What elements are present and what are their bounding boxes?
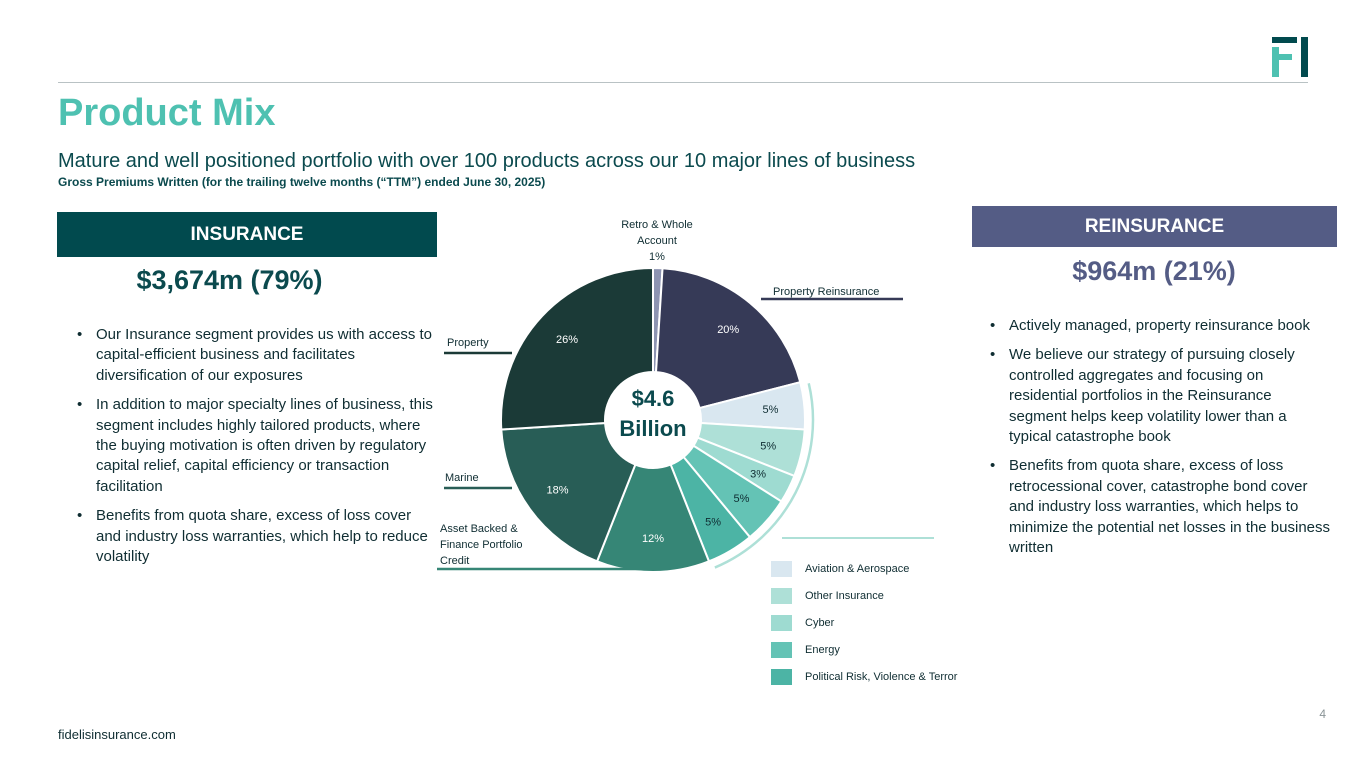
page-title: Product Mix bbox=[58, 92, 276, 134]
insurance-amount: $3,674m (79%) bbox=[136, 265, 323, 295]
legend-label: Energy bbox=[805, 643, 840, 656]
legend-item-energy: Energy bbox=[771, 636, 957, 663]
slice-property-reinsurance bbox=[654, 267, 802, 410]
center-label-amount: $4.6 bbox=[632, 386, 675, 411]
legend-label: Aviation & Aerospace bbox=[805, 562, 910, 575]
center-label-unit: Billion bbox=[619, 416, 686, 441]
legend-swatch bbox=[771, 587, 792, 604]
slice-value-label: 20% bbox=[717, 324, 739, 336]
reinsurance-banner: REINSURANCE bbox=[972, 206, 1337, 247]
footer-site: fidelisinsurance.com bbox=[58, 727, 176, 742]
reinsurance-bullet: We believe our strategy of pursuing clos… bbox=[987, 345, 1332, 447]
slice-property bbox=[500, 266, 654, 431]
slice-value-label: 5% bbox=[763, 404, 779, 416]
callout-property-reinsurance: Property Reinsurance bbox=[773, 286, 879, 298]
callout-property: Property bbox=[447, 337, 489, 349]
legend-label: Political Risk, Violence & Terror bbox=[805, 670, 958, 683]
reinsurance-bullets: Actively managed, property reinsurance b… bbox=[987, 316, 1332, 567]
slice-value-label: 12% bbox=[642, 533, 664, 545]
slice-value-label: 5% bbox=[705, 517, 721, 529]
page-subtitle: Mature and well positioned portfolio wit… bbox=[58, 150, 916, 172]
legend-item-cyber: Cyber bbox=[771, 609, 957, 636]
reinsurance-bullet: Benefits from quota share, excess of los… bbox=[987, 456, 1332, 558]
reinsurance-bullet: Actively managed, property reinsurance b… bbox=[987, 316, 1332, 337]
bracket-arc bbox=[714, 383, 815, 569]
legend-label: Cyber bbox=[805, 616, 835, 629]
page-note: Gross Premiums Written (for the trailing… bbox=[58, 175, 546, 189]
legend-label: Other Insurance bbox=[805, 589, 884, 602]
legend-swatch bbox=[771, 614, 792, 631]
callout-asset-backed: Asset Backed & Finance Portfolio Credit bbox=[440, 523, 523, 567]
page-number: 4 bbox=[1319, 707, 1326, 721]
insurance-bullet: Our Insurance segment provides us with a… bbox=[74, 325, 434, 386]
callout-retro-whole-account: Retro & Whole Account 1% bbox=[621, 219, 693, 263]
insurance-banner: INSURANCE bbox=[57, 212, 437, 257]
legend-item-aviation-aerospace: Aviation & Aerospace bbox=[771, 555, 957, 582]
slice-value-label: 5% bbox=[734, 493, 750, 505]
header-divider bbox=[58, 82, 1308, 83]
legend-swatch bbox=[771, 668, 792, 685]
reinsurance-amount: $964m (21%) bbox=[1072, 256, 1236, 286]
insurance-bullet: In addition to major specialty lines of … bbox=[74, 395, 434, 497]
slice-value-label: 18% bbox=[547, 484, 569, 496]
chart-legend: Aviation & Aerospace Other Insurance Cyber… bbox=[771, 555, 957, 690]
insurance-bullet: Benefits from quota share, excess of los… bbox=[74, 506, 434, 567]
legend-swatch bbox=[771, 560, 792, 577]
insurance-bullets: Our Insurance segment provides us with a… bbox=[74, 325, 434, 576]
slice-marine bbox=[500, 421, 637, 563]
callout-marine: Marine bbox=[445, 472, 479, 484]
fidelis-logo-icon bbox=[1272, 37, 1308, 77]
slice-value-label: 3% bbox=[750, 469, 766, 481]
slice-value-label: 26% bbox=[556, 334, 578, 346]
legend-item-other-insurance: Other Insurance bbox=[771, 582, 957, 609]
slice-value-label: 5% bbox=[760, 441, 776, 453]
legend-item-political-risk-violence-terror: Political Risk, Violence & Terror bbox=[771, 663, 957, 690]
legend-swatch bbox=[771, 641, 792, 658]
